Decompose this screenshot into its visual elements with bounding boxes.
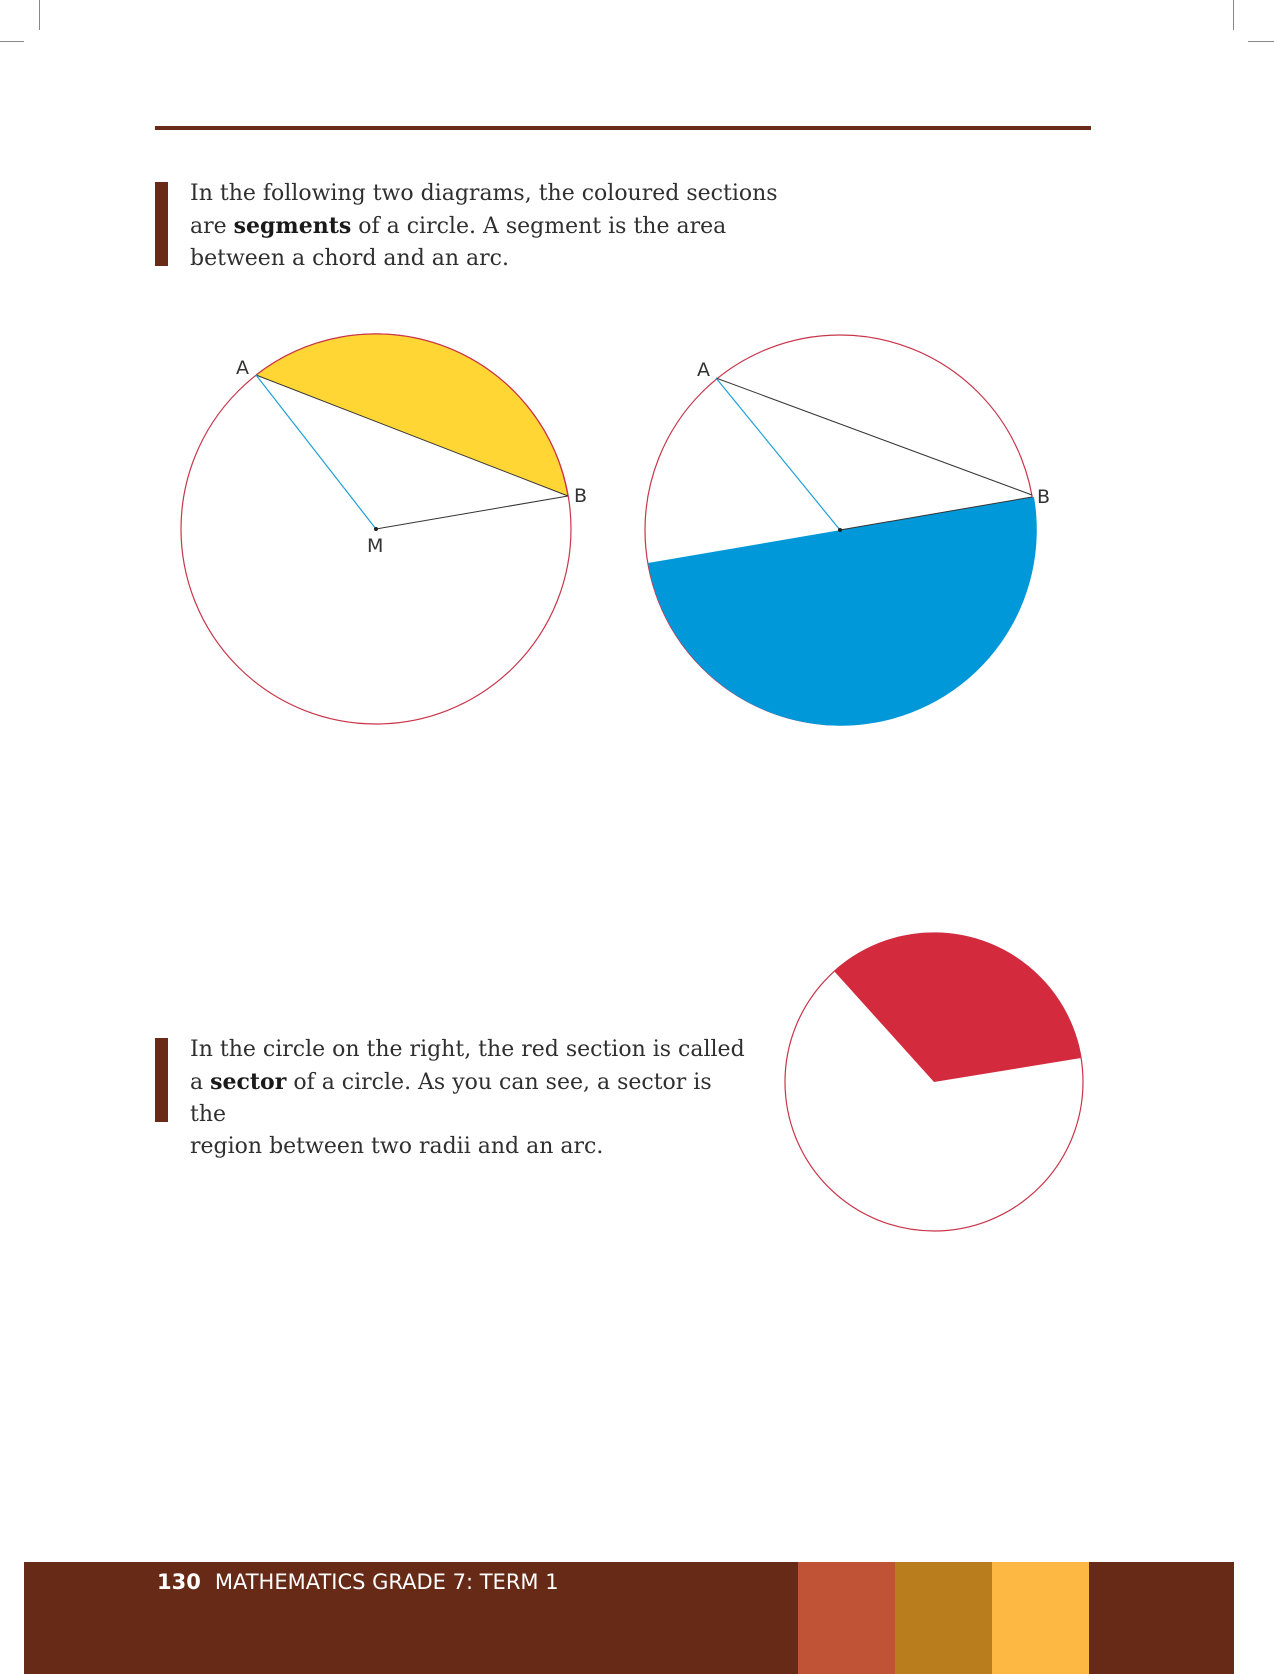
radius-bm xyxy=(375,495,569,530)
book-title: MATHEMATICS GRADE 7: TERM 1 xyxy=(214,1570,559,1594)
diameter-edge xyxy=(839,496,1033,531)
text-line: a sector of a circle. As you can see, a … xyxy=(190,1069,712,1127)
red-sector xyxy=(834,932,1081,1082)
chord-ab xyxy=(715,377,1033,496)
label-m: M xyxy=(367,535,383,557)
text-line: In the following two diagrams, the colou… xyxy=(190,181,778,206)
text-line: are segments of a circle. A segment is t… xyxy=(190,213,727,239)
footer-swatch xyxy=(798,1562,895,1674)
running-footer: 130 MATHEMATICS GRADE 7: TERM 1 xyxy=(157,1570,559,1594)
term-sector: sector xyxy=(210,1069,287,1095)
segment-definition: In the following two diagrams, the colou… xyxy=(190,178,810,275)
sector-definition: In the circle on the right, the red sect… xyxy=(190,1034,750,1163)
term-segments: segments xyxy=(233,213,352,239)
paragraph-marker xyxy=(155,182,168,266)
text-line: In the circle on the right, the red sect… xyxy=(190,1037,745,1062)
label-a: A xyxy=(697,359,710,381)
crop-mark xyxy=(1248,41,1274,42)
center-point xyxy=(838,528,842,532)
text-line: between a chord and an arc. xyxy=(190,246,509,271)
crop-mark xyxy=(0,41,24,42)
footer-swatch xyxy=(895,1562,992,1674)
label-a: A xyxy=(236,357,249,379)
chord-ab xyxy=(255,374,569,497)
arc-outline xyxy=(255,333,569,497)
blue-segment xyxy=(648,497,1037,726)
label-b: B xyxy=(574,485,587,507)
crop-mark xyxy=(39,0,40,30)
segment-diagram-yellow: A B M xyxy=(180,333,587,725)
footer-swatch xyxy=(992,1562,1089,1674)
text-line: region between two radii and an arc. xyxy=(190,1134,604,1159)
paragraph-marker xyxy=(155,1038,168,1122)
yellow-segment xyxy=(256,333,568,496)
crop-mark xyxy=(1233,0,1234,30)
page-number: 130 xyxy=(157,1570,201,1594)
segment-diagram-blue: A B xyxy=(644,334,1050,726)
radius-a xyxy=(715,377,841,531)
center-point xyxy=(374,527,378,531)
label-b: B xyxy=(1037,486,1050,508)
top-rule xyxy=(155,126,1091,130)
radius-am xyxy=(255,374,377,530)
sector-diagram-red xyxy=(784,932,1084,1232)
